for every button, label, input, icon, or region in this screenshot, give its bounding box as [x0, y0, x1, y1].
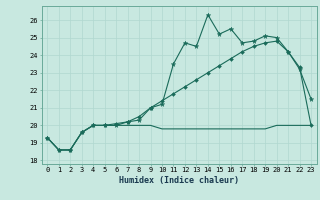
X-axis label: Humidex (Indice chaleur): Humidex (Indice chaleur)	[119, 176, 239, 185]
